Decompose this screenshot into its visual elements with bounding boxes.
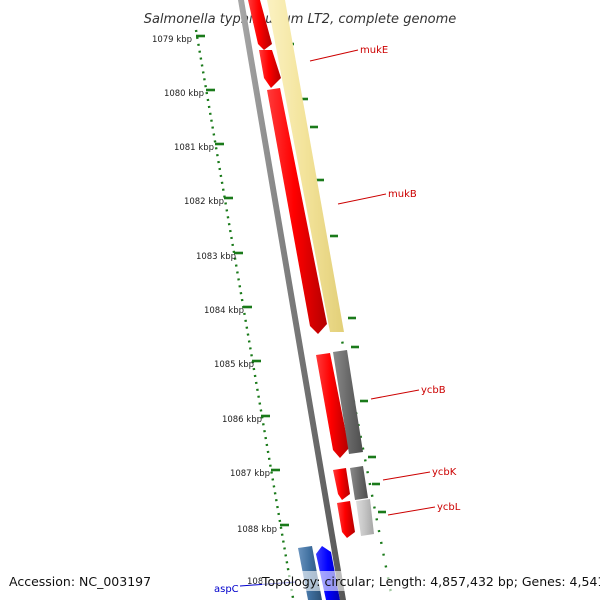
tick-label: 1085 kbp	[214, 360, 254, 370]
tick-label: 1082 kbp	[184, 197, 224, 207]
footer-topology-backdrop	[262, 571, 596, 591]
cds-arrow[interactable]	[248, 0, 272, 50]
ruler-dotted-line	[194, 29, 295, 599]
tick-label: 1088 kbp	[237, 525, 277, 535]
tick-label: 1087 kbp	[230, 469, 270, 479]
ruler-ticks	[196, 34, 289, 527]
gene-label-mukE[interactable]: mukE	[360, 45, 388, 56]
gene-label-aspC[interactable]: aspC	[214, 584, 239, 595]
label-leader-line	[309, 49, 359, 62]
footer-topology: Topology: circular; Length: 4,857,432 bp…	[261, 574, 600, 589]
gene-feature-gray[interactable]	[333, 350, 363, 454]
label-leader-line	[382, 471, 431, 481]
map-title: Salmonella typhimurium LT2, complete gen…	[144, 12, 457, 27]
cds-arrow-mukB[interactable]	[267, 88, 327, 334]
tick-label: 1084 kbp	[204, 306, 244, 316]
tick-label: 1080 kbp	[164, 89, 204, 99]
gene-label-ycbL[interactable]: ycbL	[437, 502, 461, 513]
gene-label-ycbK[interactable]: ycbK	[432, 467, 457, 478]
gene-feature-pale[interactable]	[267, 0, 344, 332]
cds-arrow-ycbB[interactable]	[316, 353, 349, 458]
backbone-bar	[238, 0, 346, 600]
footer-accession: Accession: NC_003197	[9, 574, 151, 589]
tick-label: 1079 kbp	[152, 35, 192, 45]
tick-label: 1086 kbp	[222, 415, 262, 425]
gene-label-ycbB[interactable]: ycbB	[421, 385, 446, 396]
label-leader-line	[337, 193, 387, 205]
cds-arrow-ycbK[interactable]	[333, 468, 350, 500]
tick-label: 108	[247, 577, 263, 587]
tick-label: 1083 kbp	[196, 252, 236, 262]
gene-feature-gray[interactable]	[350, 466, 368, 500]
tick-label: 1081 kbp	[174, 143, 214, 153]
label-leader-line	[370, 389, 420, 400]
cds-arrow[interactable]	[259, 50, 281, 88]
gene-feature-lightgray[interactable]	[356, 499, 374, 536]
cds-arrow-ycbL[interactable]	[337, 501, 355, 538]
gene-label-mukB[interactable]: mukB	[388, 189, 417, 200]
label-leader-line	[387, 506, 436, 516]
